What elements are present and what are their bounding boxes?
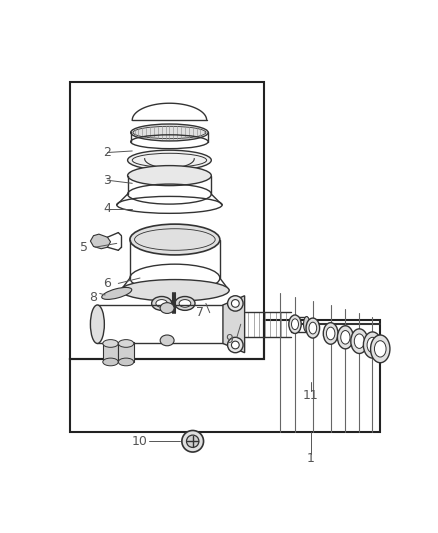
Ellipse shape — [341, 330, 350, 344]
Ellipse shape — [160, 303, 174, 313]
Ellipse shape — [156, 300, 167, 308]
Text: 4: 4 — [103, 202, 111, 215]
Bar — [103, 342, 118, 362]
Ellipse shape — [179, 300, 191, 308]
Ellipse shape — [323, 322, 338, 344]
Polygon shape — [90, 234, 110, 249]
Circle shape — [231, 341, 239, 349]
Ellipse shape — [118, 358, 134, 366]
Ellipse shape — [152, 296, 172, 310]
Ellipse shape — [326, 327, 335, 340]
Ellipse shape — [103, 340, 118, 348]
Text: 3: 3 — [103, 174, 111, 187]
Text: 5: 5 — [80, 241, 88, 254]
Circle shape — [187, 435, 199, 447]
Ellipse shape — [309, 322, 317, 334]
Text: 10: 10 — [132, 435, 148, 448]
Ellipse shape — [103, 358, 118, 366]
Ellipse shape — [102, 287, 132, 300]
Ellipse shape — [131, 124, 208, 141]
Ellipse shape — [337, 326, 353, 349]
Ellipse shape — [371, 335, 390, 363]
Circle shape — [182, 431, 204, 452]
Ellipse shape — [289, 315, 301, 334]
Text: 1: 1 — [307, 453, 314, 465]
Circle shape — [228, 337, 243, 353]
Ellipse shape — [374, 341, 386, 357]
Polygon shape — [223, 296, 245, 353]
Bar — [118, 342, 134, 362]
Text: 2: 2 — [103, 146, 111, 159]
Ellipse shape — [304, 317, 310, 332]
Text: 11: 11 — [303, 389, 318, 402]
Ellipse shape — [292, 319, 298, 329]
Ellipse shape — [127, 150, 211, 170]
Ellipse shape — [354, 334, 364, 349]
Ellipse shape — [120, 280, 229, 301]
Ellipse shape — [351, 329, 368, 353]
Text: 6: 6 — [103, 277, 111, 290]
Ellipse shape — [90, 305, 104, 343]
Text: 8: 8 — [89, 291, 98, 304]
Ellipse shape — [306, 318, 320, 338]
Ellipse shape — [130, 224, 220, 255]
Ellipse shape — [367, 337, 378, 353]
Text: 9: 9 — [225, 333, 233, 346]
Text: 7: 7 — [197, 306, 205, 319]
Ellipse shape — [127, 166, 211, 185]
Ellipse shape — [160, 335, 174, 346]
Circle shape — [231, 300, 239, 308]
Ellipse shape — [364, 332, 381, 358]
Ellipse shape — [175, 296, 195, 310]
Ellipse shape — [118, 340, 134, 348]
Circle shape — [228, 296, 243, 311]
